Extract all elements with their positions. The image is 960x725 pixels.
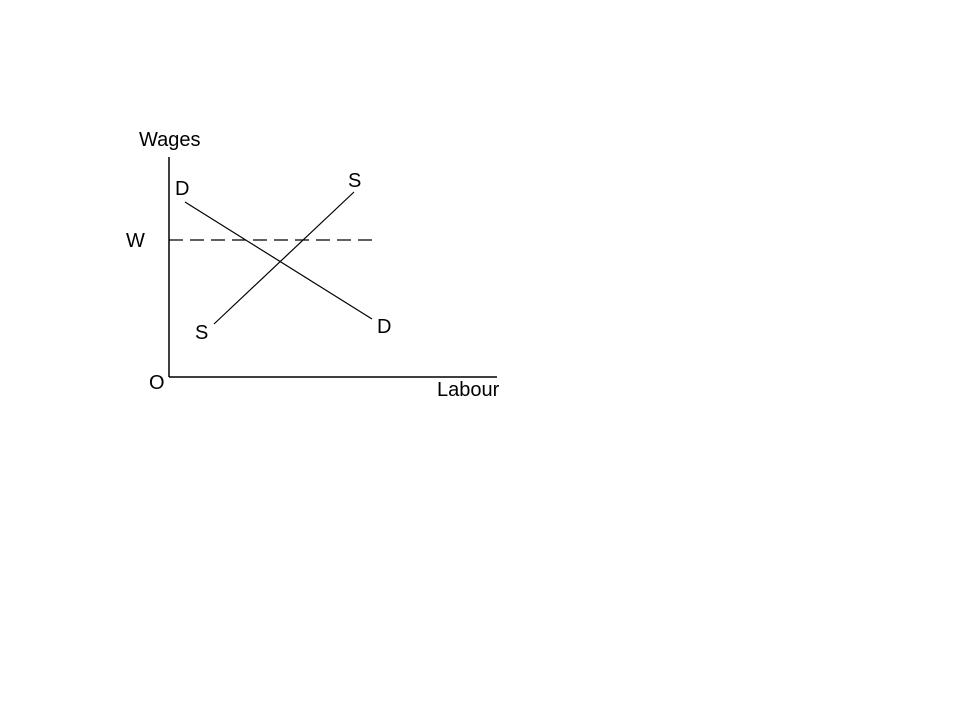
y-axis-label: Wages xyxy=(139,129,201,151)
supply-curve-label-start: S xyxy=(195,322,208,344)
demand-curve-label-end: D xyxy=(377,316,391,338)
origin-label: O xyxy=(149,372,165,394)
supply-curve-label-end: S xyxy=(348,170,361,192)
supply-curve xyxy=(213,191,355,325)
x-axis-label: Labour xyxy=(437,379,500,401)
demand-curve xyxy=(184,201,373,320)
wage-level-label: W xyxy=(126,230,145,252)
demand-curve-label-start: D xyxy=(175,178,189,200)
